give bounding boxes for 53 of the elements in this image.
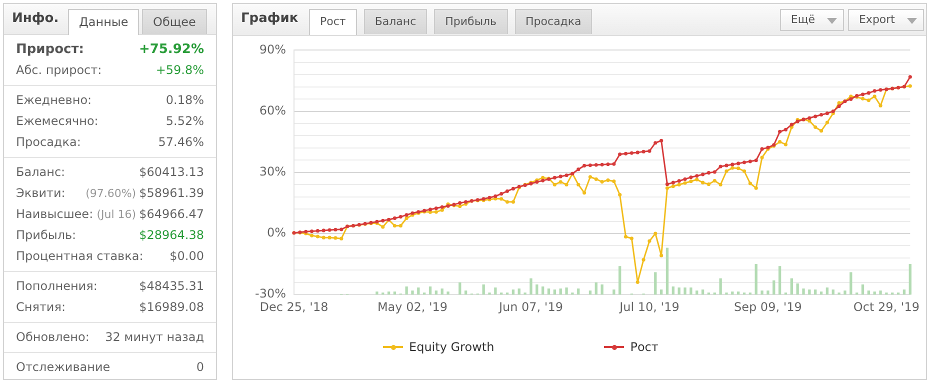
text: Снятия: bbox=[16, 299, 66, 316]
text: Пополнения: bbox=[16, 278, 98, 295]
y-tick-label: 30% bbox=[259, 164, 286, 179]
text: +59.8% bbox=[156, 63, 204, 77]
legend-label: Equity Growth bbox=[409, 340, 494, 354]
y-tick-label: 0% bbox=[266, 226, 286, 240]
text: $48435.31 bbox=[139, 279, 204, 293]
text: Процентная ставка: bbox=[16, 248, 144, 265]
text: Ежемесячно: bbox=[16, 113, 98, 130]
text: Export bbox=[858, 13, 895, 28]
text: Просадка bbox=[514, 9, 592, 34]
text: $0.00 bbox=[170, 249, 204, 263]
text: Обновлено: bbox=[16, 329, 90, 346]
x-tick-label: Sep 09, '19 bbox=[734, 300, 802, 314]
text: Инфо. bbox=[12, 11, 59, 26]
x-tick-label: May 02, '19 bbox=[377, 300, 448, 314]
y-tick-label: -30% bbox=[254, 286, 286, 301]
text: Наивысшее: bbox=[16, 206, 94, 223]
text: Прирост: bbox=[16, 41, 84, 59]
text: 0 bbox=[196, 360, 204, 374]
text: $16989.08 bbox=[139, 300, 204, 314]
text: 5.52% bbox=[166, 114, 204, 128]
text: +75.92% bbox=[138, 42, 204, 57]
text: Прибыль bbox=[434, 9, 508, 34]
text: Баланс: bbox=[16, 164, 66, 181]
text: (97.60%) bbox=[86, 187, 136, 200]
text: Эквити: bbox=[16, 185, 66, 202]
y-tick-label: 90% bbox=[259, 42, 286, 56]
legend-label: Рост bbox=[630, 340, 658, 354]
text: Абс. прирост: bbox=[16, 62, 102, 79]
text: Ещё bbox=[790, 13, 815, 28]
x-tick-label: Jun 07, '19 bbox=[498, 300, 563, 314]
x-tick-label: Dec 25, '18 bbox=[260, 300, 328, 314]
text: Общее bbox=[142, 9, 207, 34]
text: $28964.38 bbox=[139, 228, 204, 242]
text: Баланс bbox=[364, 9, 428, 34]
text: Просадка: bbox=[16, 134, 81, 151]
text: $64966.47 bbox=[139, 207, 204, 221]
text: Рост bbox=[309, 9, 357, 35]
text: Отслеживание bbox=[16, 359, 110, 376]
y-tick-label: 60% bbox=[259, 103, 286, 118]
text: Прибыль: bbox=[16, 227, 76, 244]
x-tick-label: Oct 29, '19 bbox=[853, 300, 920, 314]
text: 57.46% bbox=[158, 135, 204, 149]
x-tick-label: Jul 10, '19 bbox=[618, 300, 680, 314]
text: (Jul 16) bbox=[96, 208, 136, 221]
text: 0.18% bbox=[166, 93, 204, 107]
text: $60413.13 bbox=[139, 165, 204, 179]
text: Ежедневно: bbox=[16, 92, 92, 109]
text: 32 минут назад bbox=[105, 330, 204, 344]
text: Данные bbox=[68, 9, 140, 35]
chart-title: График bbox=[241, 11, 298, 26]
text: $58961.39 bbox=[139, 186, 204, 200]
